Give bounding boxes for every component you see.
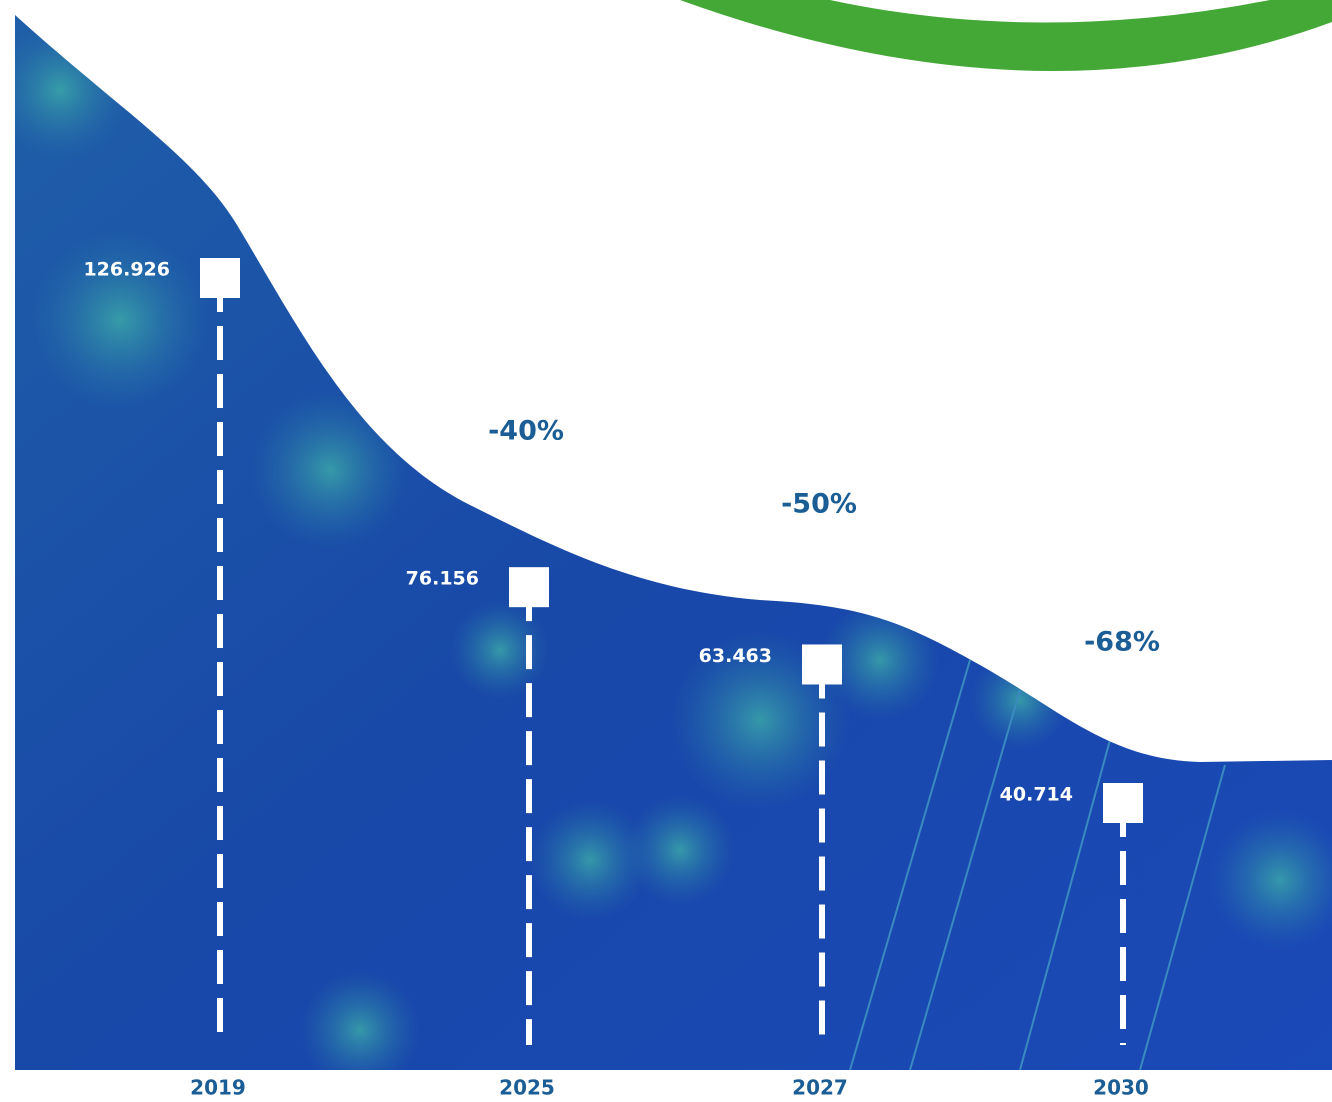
change-label: -40% <box>488 416 564 447</box>
change-label: -68% <box>1084 627 1160 658</box>
marker <box>509 567 549 608</box>
value-label: 63.463 <box>699 645 772 667</box>
change-label: -50% <box>781 489 857 520</box>
decor-arc <box>680 0 1332 72</box>
x-tick-label: 2027 <box>792 1076 848 1100</box>
x-tick-label: 2019 <box>190 1076 246 1100</box>
value-label: 40.714 <box>1000 784 1073 806</box>
value-label: 126.926 <box>83 259 170 281</box>
marker <box>802 644 842 685</box>
x-tick-label: 2030 <box>1093 1076 1149 1100</box>
marker <box>200 258 240 298</box>
x-tick-label: 2025 <box>499 1076 555 1100</box>
value-label: 76.156 <box>406 568 479 590</box>
marker <box>1103 783 1143 823</box>
